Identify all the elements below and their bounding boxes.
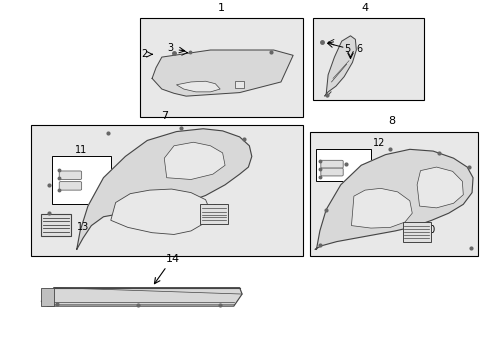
Polygon shape [41,288,242,306]
FancyBboxPatch shape [320,160,343,168]
FancyBboxPatch shape [59,171,81,180]
Text: 7: 7 [161,111,167,121]
Polygon shape [111,189,210,234]
Text: 2: 2 [141,49,147,59]
Text: 12: 12 [372,138,385,148]
Bar [52,157,111,204]
Text: 13: 13 [77,222,89,232]
Bar [309,132,477,256]
Text: 4: 4 [361,4,368,13]
Text: 11: 11 [75,145,87,155]
Bar [200,204,227,224]
Bar [316,149,370,181]
FancyBboxPatch shape [320,168,343,176]
Text: 9: 9 [211,204,217,214]
Bar [41,214,71,236]
Polygon shape [416,167,462,208]
Polygon shape [234,81,244,88]
Text: 8: 8 [387,116,394,126]
Polygon shape [176,81,220,92]
Text: 6: 6 [356,44,362,54]
Polygon shape [351,188,411,228]
Polygon shape [314,149,472,249]
Bar [41,288,54,306]
Text: 3: 3 [167,43,173,53]
Bar [140,18,302,117]
Bar [402,222,430,242]
Text: 14: 14 [165,253,179,264]
Text: 10: 10 [424,225,436,235]
FancyBboxPatch shape [59,181,81,190]
Polygon shape [77,129,251,249]
Text: 1: 1 [218,4,224,13]
Polygon shape [164,142,224,180]
Bar [312,18,424,100]
Bar [30,125,302,256]
Text: 5: 5 [344,44,350,54]
Polygon shape [324,36,356,96]
Polygon shape [152,50,292,96]
